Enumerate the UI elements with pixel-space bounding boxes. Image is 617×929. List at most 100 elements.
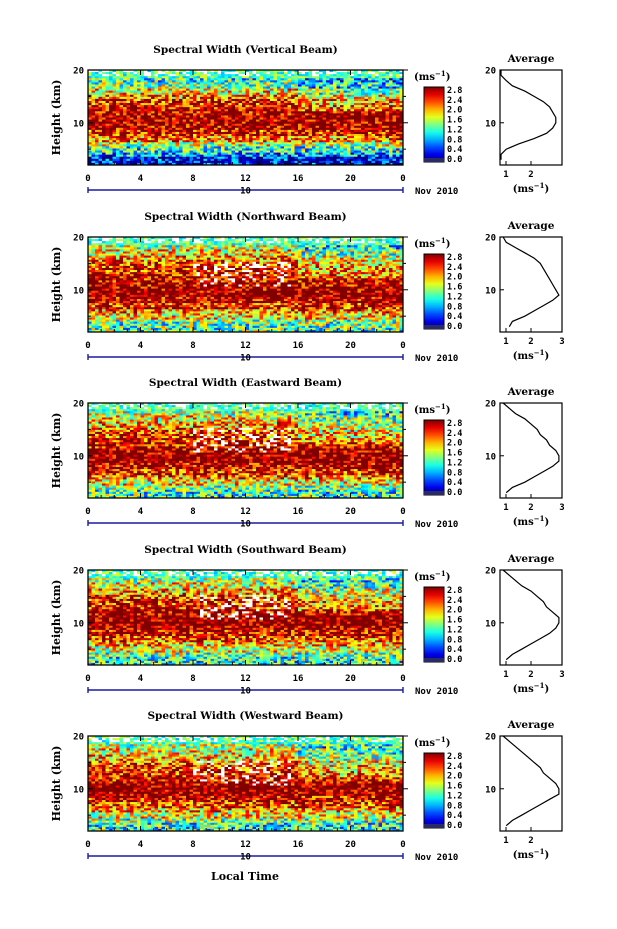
panel-2: Spectral Width (Northward Beam) 20 10 Heigh… — [50, 211, 565, 364]
profile-y-tick-label: 10 — [485, 452, 496, 462]
x-tick-label: 20 — [345, 341, 356, 351]
y-tick-label: 20 — [73, 567, 84, 577]
colorbar-tick-label: 2.0 — [447, 273, 462, 283]
profile-x-label: (ms−1) — [513, 181, 549, 195]
colorbar-tick-label: 2.4 — [447, 762, 462, 772]
y-tick-label: 20 — [73, 67, 84, 77]
colorbar-tick-label: 2.4 — [447, 429, 462, 439]
x-tick-label: 0 — [400, 674, 405, 684]
profile-title: Average — [507, 553, 555, 565]
colorbar: (ms−1)2.82.42.01.61.20.80.40.0 — [414, 236, 462, 332]
x-tick-label: 0 — [85, 174, 90, 184]
x-axis-label: Local Time — [211, 870, 279, 883]
colorbar-tick-label: 1.6 — [447, 616, 462, 626]
x-tick-label: 0 — [85, 507, 90, 517]
profile-x-tick-label: 1 — [503, 503, 508, 513]
colorbar-tick-label: 2.8 — [447, 86, 462, 96]
x-tick-label: 12 — [240, 174, 251, 184]
y-axis-label: Height (km) — [50, 746, 63, 822]
x-tick-label: 8 — [190, 507, 195, 517]
x-tick-label: 16 — [293, 507, 304, 517]
x-tick-label: 8 — [190, 840, 195, 850]
panel-title: Spectral Width (Eastward Beam) — [149, 377, 342, 389]
x-tick-label: 16 — [293, 174, 304, 184]
y-tick-label: 10 — [73, 286, 84, 296]
profile-frame — [500, 736, 562, 831]
date-tick-label: 10 — [240, 520, 251, 530]
profile-y-tick-label: 10 — [485, 286, 496, 296]
colorbar-tick-label: 0.8 — [447, 302, 462, 312]
profile-y-tick-label: 10 — [485, 119, 496, 129]
heatmap-cells — [88, 237, 403, 332]
profile-x-tick-label: 3 — [559, 337, 564, 347]
profile-x-label: (ms−1) — [513, 847, 549, 861]
profile-x-tick-label: 2 — [528, 836, 533, 846]
profile-y-tick-label: 10 — [485, 785, 496, 795]
colorbar-tick-label: 1.6 — [447, 782, 462, 792]
colorbar-unit: (ms−1) — [414, 69, 450, 83]
colorbar-tick-label: 0.4 — [447, 811, 462, 821]
heatmap-cells — [88, 70, 403, 165]
colorbar: (ms−1)2.82.42.01.61.20.80.40.0 — [414, 402, 462, 498]
panel-title: Spectral Width (Northward Beam) — [144, 211, 346, 223]
colorbar-unit: (ms−1) — [414, 569, 450, 583]
colorbar-tick-label: 0.0 — [447, 655, 462, 665]
colorbar: (ms−1)2.82.42.01.61.20.80.40.0 — [414, 735, 462, 831]
profile-y-tick-label: 20 — [485, 400, 496, 410]
x-tick-label: 0 — [400, 507, 405, 517]
profile-y-tick-label: 20 — [485, 567, 496, 577]
colorbar-unit: (ms−1) — [414, 236, 450, 250]
colorbar-tick-label: 2.0 — [447, 106, 462, 116]
x-tick-label: 4 — [138, 507, 144, 517]
colorbar-tick-label: 1.2 — [447, 791, 462, 801]
profile-x-label: (ms−1) — [513, 348, 549, 362]
colorbar-tick-label: 1.6 — [447, 283, 462, 293]
panel-1: Spectral Width (Vertical Beam)2010Height… — [50, 44, 562, 197]
colorbar-tick-label: 1.2 — [447, 625, 462, 635]
date-label: Nov 2010 — [415, 853, 458, 863]
colorbar-tick-label: 0.4 — [447, 478, 462, 488]
x-tick-label: 0 — [85, 840, 90, 850]
y-axis-label: Height (km) — [50, 247, 63, 323]
y-tick-label: 10 — [73, 619, 84, 629]
heatmap-cells — [88, 736, 403, 831]
date-label: Nov 2010 — [415, 187, 458, 197]
profile-y-tick-label: 10 — [485, 619, 496, 629]
y-axis-label: Height (km) — [50, 80, 63, 156]
x-tick-label: 8 — [190, 674, 195, 684]
colorbar-tick-label: 1.2 — [447, 125, 462, 135]
colorbar-unit: (ms−1) — [414, 735, 450, 749]
date-label: Nov 2010 — [415, 354, 458, 364]
x-tick-label: 0 — [400, 341, 405, 351]
y-tick-label: 20 — [73, 400, 84, 410]
colorbar-tick-label: 2.0 — [447, 606, 462, 616]
y-tick-label: 20 — [73, 234, 84, 244]
x-tick-label: 0 — [400, 174, 405, 184]
colorbar-tick-label: 2.8 — [447, 752, 462, 762]
x-tick-label: 20 — [345, 840, 356, 850]
x-tick-label: 16 — [293, 840, 304, 850]
colorbar-tick-label: 0.4 — [447, 312, 462, 322]
heatmap-cells — [88, 570, 403, 665]
profile-x-label: (ms−1) — [513, 681, 549, 695]
date-label: Nov 2010 — [415, 687, 458, 697]
colorbar-tick-label: 0.8 — [447, 801, 462, 811]
profile-x-tick-label: 2 — [528, 503, 533, 513]
colorbar-tick-label: 0.4 — [447, 645, 462, 655]
profile-title: Average — [507, 386, 555, 398]
heatmap-cells — [88, 403, 403, 498]
colorbar: (ms−1)2.82.42.01.61.20.80.40.0 — [414, 569, 462, 665]
profile-y-tick-label: 20 — [485, 733, 496, 743]
profile-x-tick-label: 3 — [559, 503, 564, 513]
x-tick-label: 4 — [138, 674, 144, 684]
colorbar-tick-label: 2.0 — [447, 772, 462, 782]
colorbar-tick-label: 2.8 — [447, 253, 462, 263]
colorbar-tick-label: 1.2 — [447, 292, 462, 302]
x-tick-label: 4 — [138, 341, 144, 351]
colorbar-tick-label: 0.4 — [447, 145, 462, 155]
profile-frame — [500, 70, 562, 165]
date-tick-label: 10 — [240, 687, 251, 697]
colorbar-tick-label: 2.8 — [447, 419, 462, 429]
